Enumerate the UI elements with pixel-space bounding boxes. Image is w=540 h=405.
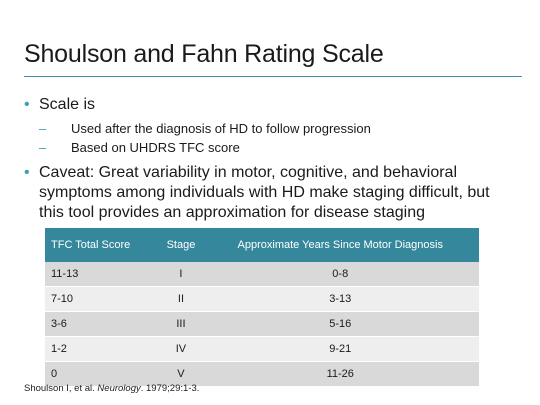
title-divider xyxy=(24,76,522,77)
bullet-dot-icon: • xyxy=(24,164,30,181)
table-cell: 7-10 xyxy=(51,293,74,305)
sub-bullet: – Used after the diagnosis of HD to foll… xyxy=(24,119,514,138)
table-cell: IV xyxy=(175,343,187,355)
slide-title: Shoulson and Fahn Rating Scale xyxy=(24,40,384,68)
table-cell: 11-13 xyxy=(51,268,79,280)
table-row: 0 V 11-26 xyxy=(45,361,479,387)
bullet-dot-icon: • xyxy=(24,96,30,113)
dash-icon: – xyxy=(39,121,47,136)
table-cell: III xyxy=(176,318,186,330)
bullet-list: • Scale is – Used after the diagnosis of… xyxy=(24,95,514,223)
table-row: 1-2 IV 9-21 xyxy=(45,336,479,362)
table-cell: 11-26 xyxy=(326,368,354,380)
table-row: 11-13 I 0-8 xyxy=(45,262,479,287)
table-cell: 3-13 xyxy=(329,293,352,305)
citation-details: . 1979;29:1-3. xyxy=(140,383,200,394)
sub-bullet-text: Based on UHDRS TFC score xyxy=(71,140,240,155)
table-cell: 9-21 xyxy=(329,343,352,355)
table-cell: II xyxy=(177,293,185,305)
citation-journal: Neurology xyxy=(97,383,141,394)
table-cell: 3-6 xyxy=(51,318,67,330)
staging-table: TFC Total Score Stage Approximate Years … xyxy=(45,228,479,387)
table-row: 7-10 II 3-13 xyxy=(45,286,479,312)
citation: Shoulson I, et al. Neurology. 1979;29:1-… xyxy=(24,383,199,394)
table-cell: 0-8 xyxy=(332,268,349,280)
column-header: TFC Total Score xyxy=(45,228,161,262)
table-header-row: TFC Total Score Stage Approximate Years … xyxy=(45,228,479,262)
table-cell: 0 xyxy=(51,368,58,380)
bullet-scale: • Scale is xyxy=(24,95,514,115)
table-cell: V xyxy=(177,368,185,380)
citation-authors: Shoulson I, et al. xyxy=(24,383,98,394)
column-header: Approximate Years Since Motor Diagnosis xyxy=(201,228,479,262)
sub-bullet-list: – Used after the diagnosis of HD to foll… xyxy=(24,119,514,157)
column-header: Stage xyxy=(160,228,202,262)
bullet-scale-text: Scale is xyxy=(39,96,96,113)
table-cell: 1-2 xyxy=(51,343,67,355)
table-cell: 5-16 xyxy=(329,318,352,330)
table-cell: I xyxy=(179,268,183,280)
bullet-caveat-text: Caveat: Great variability in motor, cogn… xyxy=(39,164,490,221)
sub-bullet-text: Used after the diagnosis of HD to follow… xyxy=(71,121,371,136)
table-row: 3-6 III 5-16 xyxy=(45,311,479,337)
sub-bullet: – Based on UHDRS TFC score xyxy=(24,138,514,157)
bullet-caveat: • Caveat: Great variability in motor, co… xyxy=(24,163,514,223)
dash-icon: – xyxy=(39,140,47,155)
